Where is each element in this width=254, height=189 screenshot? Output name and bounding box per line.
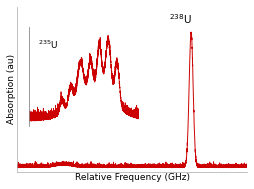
Text: $^{238}$U: $^{238}$U — [169, 12, 192, 26]
Y-axis label: Absorption (au): Absorption (au) — [7, 54, 16, 124]
X-axis label: Relative Frequency (GHz): Relative Frequency (GHz) — [75, 173, 190, 182]
